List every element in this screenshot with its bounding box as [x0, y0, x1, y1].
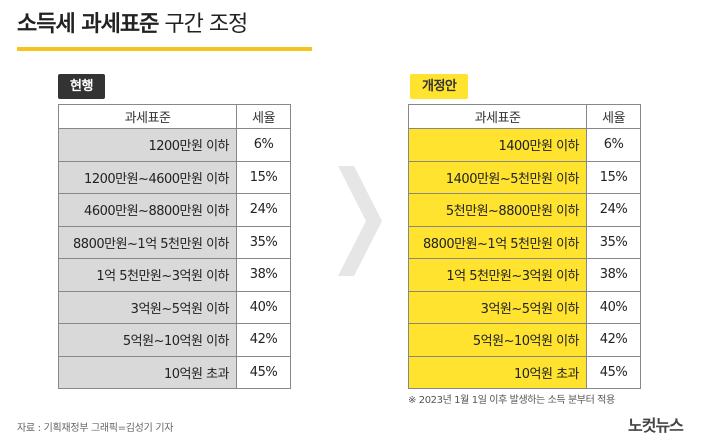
- rate-cell: 42%: [586, 323, 641, 357]
- table-row: 3억원~5억원 이하 40%: [58, 290, 291, 324]
- publisher-logo: 노컷뉴스: [628, 416, 684, 435]
- current-tax-table: 과세표준 세율 1200만원 이하 6% 1200만원~4600만원 이하 15% …: [58, 104, 291, 389]
- bracket-cell: 1400만원~5천만원 이하: [408, 160, 587, 194]
- rate-cell: 45%: [236, 355, 291, 389]
- revised-tax-table: 과세표준 세율 1400만원 이하 6% 1400만원~5천만원 이하 15% 5천…: [408, 104, 641, 389]
- table-row: 8800만원~1억 5천만원 이하 35%: [58, 225, 291, 259]
- rate-cell: 45%: [586, 355, 641, 389]
- table-row: 1200만원~4600만원 이하 15%: [58, 160, 291, 194]
- rate-cell: 42%: [236, 323, 291, 357]
- rate-cell: 6%: [586, 128, 641, 162]
- table-row: 5억원~10억원 이하 42%: [408, 323, 641, 357]
- table-row: 1200만원 이하 6%: [58, 128, 291, 162]
- bracket-cell: 8800만원~1억 5천만원 이하: [58, 225, 237, 259]
- bracket-cell: 3억원~5억원 이하: [408, 290, 587, 324]
- table-header-row: 과세표준 세율: [58, 104, 291, 129]
- table-row: 1400만원 이하 6%: [408, 128, 641, 162]
- table-row: 1400만원~5천만원 이하 15%: [408, 160, 641, 194]
- rate-cell: 40%: [236, 290, 291, 324]
- bracket-cell: 4600만원~8800만원 이하: [58, 193, 237, 227]
- page-title: 소득세 과세표준 구간 조정: [17, 10, 248, 40]
- table-row: 10억원 초과 45%: [58, 355, 291, 389]
- footnote: ※ 2023년 1월 1일 이후 발생하는 소득 분부터 적용: [408, 395, 615, 406]
- bracket-cell: 1억 5천만원~3억원 이하: [408, 258, 587, 292]
- rate-cell: 38%: [236, 258, 291, 292]
- rate-cell: 6%: [236, 128, 291, 162]
- bracket-cell: 5억원~10억원 이하: [408, 323, 587, 357]
- source-credit: 자료 : 기획재정부 그래픽=김성기 기자: [17, 423, 174, 434]
- table-row: 5천만원~8800만원 이하 24%: [408, 193, 641, 227]
- rate-cell: 35%: [236, 225, 291, 259]
- table-row: 1억 5천만원~3억원 이하 38%: [408, 258, 641, 292]
- bracket-cell: 1억 5천만원~3억원 이하: [58, 258, 237, 292]
- bracket-cell: 3억원~5억원 이하: [58, 290, 237, 324]
- rate-cell: 15%: [236, 160, 291, 194]
- bracket-cell: 10억원 초과: [58, 355, 237, 389]
- title-light: 구간 조정: [164, 12, 248, 37]
- chevron-right-icon: [338, 166, 382, 276]
- bracket-cell: 1400만원 이하: [408, 128, 587, 162]
- table-header-row: 과세표준 세율: [408, 104, 641, 129]
- header-bracket: 과세표준: [408, 104, 587, 129]
- rate-cell: 40%: [586, 290, 641, 324]
- bracket-cell: 10억원 초과: [408, 355, 587, 389]
- table-row: 1억 5천만원~3억원 이하 38%: [58, 258, 291, 292]
- bracket-cell: 5천만원~8800만원 이하: [408, 193, 587, 227]
- rate-cell: 24%: [586, 193, 641, 227]
- table-row: 5억원~10억원 이하 42%: [58, 323, 291, 357]
- rate-cell: 35%: [586, 225, 641, 259]
- bracket-cell: 5억원~10억원 이하: [58, 323, 237, 357]
- revised-badge: 개정안: [410, 74, 469, 99]
- bracket-cell: 8800만원~1억 5천만원 이하: [408, 225, 587, 259]
- title-bold: 소득세 과세표준: [17, 12, 159, 37]
- rate-cell: 24%: [236, 193, 291, 227]
- rate-cell: 38%: [586, 258, 641, 292]
- table-row: 3억원~5억원 이하 40%: [408, 290, 641, 324]
- header-bracket: 과세표준: [58, 104, 237, 129]
- table-row: 10억원 초과 45%: [408, 355, 641, 389]
- title-underline: [17, 47, 312, 51]
- rate-cell: 15%: [586, 160, 641, 194]
- bracket-cell: 1200만원 이하: [58, 128, 237, 162]
- table-row: 4600만원~8800만원 이하 24%: [58, 193, 291, 227]
- table-row: 8800만원~1억 5천만원 이하 35%: [408, 225, 641, 259]
- current-badge: 현행: [58, 74, 105, 99]
- header-rate: 세율: [586, 104, 641, 129]
- bracket-cell: 1200만원~4600만원 이하: [58, 160, 237, 194]
- header-rate: 세율: [236, 104, 291, 129]
